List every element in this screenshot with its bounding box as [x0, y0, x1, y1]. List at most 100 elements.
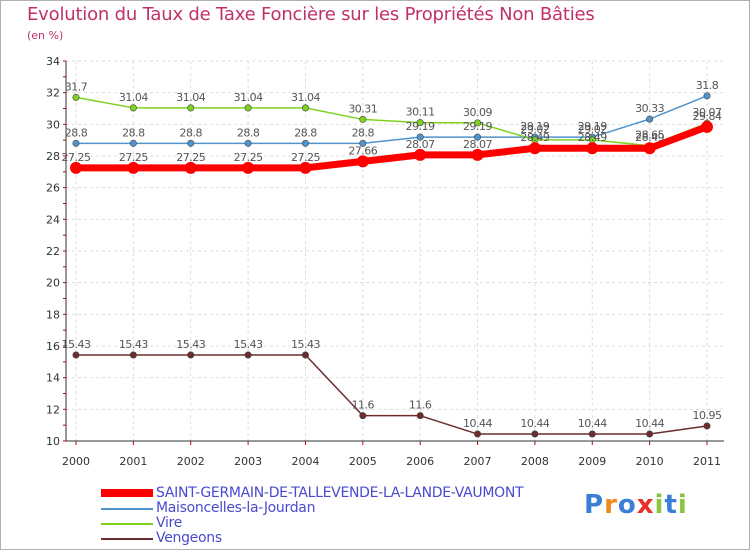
y-tick-label: 26	[46, 182, 60, 195]
x-tick-label: 2006	[406, 455, 434, 468]
x-tick-label: 2010	[636, 455, 664, 468]
x-tick-label: 2011	[693, 455, 721, 468]
y-tick-label: 22	[46, 245, 60, 258]
data-point	[127, 161, 140, 174]
x-tick-label: 2008	[521, 455, 549, 468]
data-point	[416, 119, 424, 127]
data-label: 28.8	[294, 126, 317, 139]
data-point	[474, 430, 482, 438]
y-tick-label: 30	[46, 118, 60, 131]
data-label: 11.6	[352, 399, 375, 412]
y-tick-label: 20	[46, 277, 60, 290]
x-tick-label: 2002	[177, 455, 205, 468]
legend-label: Vire	[156, 515, 183, 531]
data-label: 29.19	[406, 120, 435, 133]
data-point	[244, 104, 252, 112]
data-point	[184, 161, 197, 174]
data-label: 28.8	[237, 126, 260, 139]
data-point	[643, 142, 656, 155]
data-label: 10.44	[463, 417, 492, 430]
legend-label: SAINT-GERMAIN-DE-TALLEVENDE-LA-LANDE-VAU…	[156, 485, 524, 501]
data-label: 27.25	[62, 151, 91, 164]
data-point	[646, 115, 654, 123]
data-label: 28.07	[406, 138, 435, 151]
data-point	[129, 351, 137, 359]
x-tick-label: 2009	[578, 455, 606, 468]
data-label: 30.09	[463, 106, 492, 119]
legend-label: Vengeons	[156, 530, 222, 546]
data-label: 29.19	[578, 120, 607, 133]
data-label: 30.11	[406, 106, 435, 119]
x-tick-label: 2003	[234, 455, 262, 468]
data-point	[301, 139, 309, 147]
data-point	[72, 351, 80, 359]
data-label: 27.25	[176, 151, 205, 164]
data-label: 30.33	[635, 102, 664, 115]
data-label: 10.95	[693, 409, 722, 422]
data-point	[187, 351, 195, 359]
data-point	[471, 148, 484, 161]
data-point	[299, 161, 312, 174]
legend-swatch	[101, 538, 153, 540]
data-label: 28.49	[578, 131, 607, 144]
data-label: 29.19	[463, 120, 492, 133]
data-label: 28.49	[520, 131, 549, 144]
y-tick-label: 16	[46, 340, 60, 353]
data-point	[531, 430, 539, 438]
data-label: 15.43	[234, 338, 263, 351]
data-label: 27.25	[291, 151, 320, 164]
data-label: 10.44	[520, 417, 549, 430]
y-tick-label: 18	[46, 308, 60, 321]
data-point	[244, 139, 252, 147]
data-point	[474, 119, 482, 127]
data-label: 27.25	[119, 151, 148, 164]
data-label: 27.66	[348, 144, 377, 157]
data-label: 11.6	[409, 399, 432, 412]
data-label: 31.8	[696, 79, 719, 92]
data-point	[588, 430, 596, 438]
y-tick-label: 12	[46, 403, 60, 416]
data-label: 27.25	[234, 151, 263, 164]
data-point	[72, 93, 80, 101]
series-line	[72, 123, 711, 172]
data-label: 29.02	[578, 123, 607, 136]
chart-title: Evolution du Taux de Taxe Foncière sur l…	[27, 4, 595, 25]
data-point	[416, 412, 424, 420]
data-point	[129, 139, 137, 147]
data-label: 31.04	[234, 91, 263, 104]
x-tick-label: 2001	[119, 455, 147, 468]
data-label: 15.43	[119, 338, 148, 351]
y-tick-label: 14	[46, 372, 60, 385]
data-point	[528, 142, 541, 155]
data-point	[703, 92, 711, 100]
data-point	[187, 139, 195, 147]
data-label: 10.44	[635, 417, 664, 430]
data-point	[244, 351, 252, 359]
legend-swatch	[101, 489, 153, 497]
series-line	[75, 96, 708, 147]
data-point	[356, 155, 369, 168]
data-point	[359, 115, 367, 123]
x-tick-label: 2005	[349, 455, 377, 468]
data-label: 28.07	[463, 138, 492, 151]
data-label: 10.44	[578, 417, 607, 430]
data-point	[129, 104, 137, 112]
data-label: 30.31	[348, 102, 377, 115]
data-label: 28.65	[635, 129, 664, 142]
legend-label: Maisoncelles-la-Jourdan	[156, 500, 316, 516]
data-label: 31.04	[119, 91, 148, 104]
data-label: 15.43	[176, 338, 205, 351]
data-label: 28.8	[122, 126, 145, 139]
data-point	[359, 139, 367, 147]
data-label: 28.8	[65, 126, 88, 139]
data-label: 15.43	[291, 338, 320, 351]
x-tick-label: 2000	[62, 455, 90, 468]
data-label: 29.19	[520, 120, 549, 133]
data-label: 28.8	[352, 126, 375, 139]
x-tick-label: 2007	[464, 455, 492, 468]
proxiti-logo: Proxiti	[584, 490, 688, 520]
data-label: 29.02	[520, 123, 549, 136]
data-point	[301, 104, 309, 112]
